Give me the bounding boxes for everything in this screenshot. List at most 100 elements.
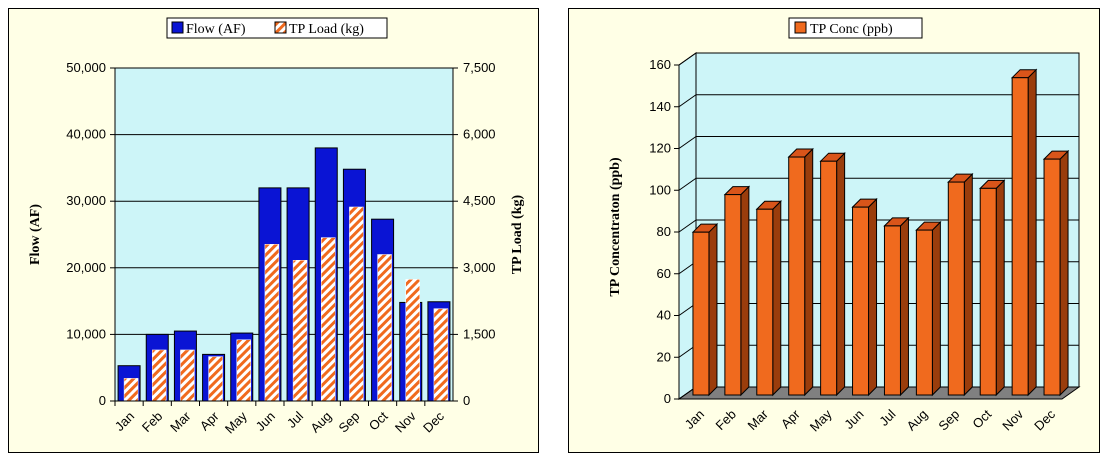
- y-tick-label: 50,000: [66, 60, 106, 75]
- tp-conc-bar: [852, 206, 870, 396]
- y-tick-label: 0: [99, 393, 106, 408]
- y-tick-label: 30,000: [66, 193, 106, 208]
- tp-load-bar: [433, 308, 449, 402]
- gridline-side: [678, 136, 697, 149]
- x-tick-label: Feb: [139, 409, 165, 435]
- tp-conc-bar-side: [740, 185, 750, 397]
- gridline-side: [678, 52, 697, 66]
- tp-load-bar: [208, 356, 223, 402]
- y-tick-label: 160: [649, 57, 671, 72]
- x-tick-label: Nov: [999, 406, 1026, 433]
- tp-conc-bar-side: [836, 151, 846, 397]
- tp-conc-chart-panel: 0 20 40 60 80 100 120 140 160 Jan Feb Mar Apr May Jun J…: [568, 8, 1100, 453]
- x-tick-label: May: [222, 408, 250, 436]
- tp-conc-bar-side: [868, 197, 878, 397]
- x-tick-label: Feb: [713, 407, 739, 433]
- x-tick-label: Mar: [744, 406, 771, 433]
- x-tick-label: Sep: [336, 409, 363, 436]
- tp-conc-bar: [788, 156, 806, 396]
- tp-conc-bar-side: [1059, 149, 1069, 397]
- gridline-side: [678, 219, 697, 233]
- tp-conc-bar: [724, 194, 742, 396]
- y2-tick-label: 3,000: [463, 260, 496, 275]
- tp-conc-bar: [1011, 77, 1029, 396]
- y-tick-label: 40,000: [66, 127, 106, 142]
- tp-conc-chart: 0 20 40 60 80 100 120 140 160 Jan Feb Mar Apr May Jun J…: [608, 17, 1081, 434]
- x-tick-label: Dec: [420, 408, 447, 435]
- x-tick-label: May: [807, 406, 835, 434]
- tp-conc-bar: [1043, 158, 1061, 396]
- y-tick-label: 40: [657, 308, 671, 323]
- y2-tick-label: 6,000: [463, 127, 496, 142]
- tp-conc-bar: [692, 231, 710, 396]
- legend-label-tp-conc: TP Conc (ppb): [810, 22, 893, 37]
- x-tick-label: Jan: [112, 409, 137, 434]
- x-tick-label: Oct: [366, 408, 391, 433]
- tp-conc-bar-side: [963, 172, 973, 397]
- y-tick-label: 80: [657, 224, 671, 239]
- tp-conc-bar: [947, 181, 965, 396]
- tp-conc-bar: [883, 225, 901, 396]
- legend-swatch-flow: [171, 21, 184, 34]
- y2-tick-label: 0: [463, 393, 470, 408]
- y2-tick-label: 1,500: [463, 326, 496, 341]
- tp-load-bar: [405, 279, 420, 402]
- tp-load-bar: [123, 378, 139, 402]
- x-tick-label: Dec: [1031, 406, 1058, 433]
- legend-box: [788, 17, 923, 39]
- tp-load-bar: [292, 260, 308, 402]
- plot-area: [115, 68, 453, 401]
- tp-load-bar: [321, 237, 336, 402]
- legend-label-tp-load: TP Load (kg): [289, 22, 364, 37]
- tp-load-bar: [236, 339, 251, 402]
- tp-conc-bar: [915, 229, 933, 396]
- x-tick-label: Sep: [935, 407, 962, 434]
- y-tick-label: 60: [657, 266, 671, 281]
- tp-load-bar: [264, 244, 280, 402]
- y2-tick-label: 4,500: [463, 193, 496, 208]
- y-tick-label: 0: [664, 391, 671, 406]
- x-tick-label: Jun: [841, 407, 866, 432]
- tp-load-bar: [377, 254, 392, 402]
- tp-conc-bar: [979, 187, 997, 396]
- tp-conc-bar-side: [931, 220, 941, 397]
- x-tick-label: Oct: [969, 406, 994, 431]
- tp-conc-bar-side: [772, 200, 782, 397]
- legend: Flow (AF) TP Load (kg): [166, 17, 388, 39]
- tp-load-bar: [152, 349, 167, 402]
- legend-swatch-tp-load: [274, 21, 287, 34]
- y-tick-label: 10,000: [66, 326, 106, 341]
- y-axis-title: TP Concentraton (ppb): [608, 157, 623, 297]
- x-tick-label: Jun: [253, 409, 278, 434]
- tp-conc-bar: [820, 160, 838, 396]
- tp-conc-bar-side: [708, 222, 718, 397]
- tp-conc-bar-side: [899, 216, 909, 397]
- x-tick-label: Jul: [876, 406, 898, 428]
- tp-load-bar: [180, 349, 195, 402]
- gridline-side: [678, 177, 697, 191]
- y2-tick-label: 7,500: [463, 60, 496, 75]
- y2-axis-title: TP Load (kg): [510, 194, 525, 274]
- x-tick-label: Apr: [778, 406, 803, 431]
- y-tick-label: 100: [649, 182, 671, 197]
- gridline-side: [678, 94, 697, 108]
- x-tick-label: Aug: [307, 409, 334, 436]
- legend-label-flow: Flow (AF): [186, 22, 246, 37]
- tp-conc-bar-side: [1027, 68, 1037, 397]
- legend: TP Conc (ppb): [788, 17, 923, 39]
- x-tick-label: Aug: [904, 407, 931, 434]
- x-tick-label: Mar: [167, 408, 194, 435]
- x-tick-label: Nov: [392, 408, 419, 435]
- legend-swatch-tp-conc: [794, 21, 807, 34]
- flow-load-chart-panel: 0 0 10,000 1,500 20,000 3,000 30,000 4,500 40,00…: [8, 8, 539, 453]
- x-tick-label: Apr: [197, 408, 222, 433]
- x-tick-label: Jan: [682, 407, 707, 432]
- y-tick-label: 140: [649, 99, 671, 114]
- y-tick-label: 20: [657, 349, 671, 364]
- tp-load-bar: [349, 206, 364, 402]
- y-tick-label: 120: [649, 141, 671, 156]
- tp-conc-bar-side: [995, 179, 1005, 397]
- tp-conc-bar: [756, 208, 774, 396]
- tp-conc-bar-side: [804, 147, 814, 397]
- x-tick-label: Jul: [284, 408, 306, 430]
